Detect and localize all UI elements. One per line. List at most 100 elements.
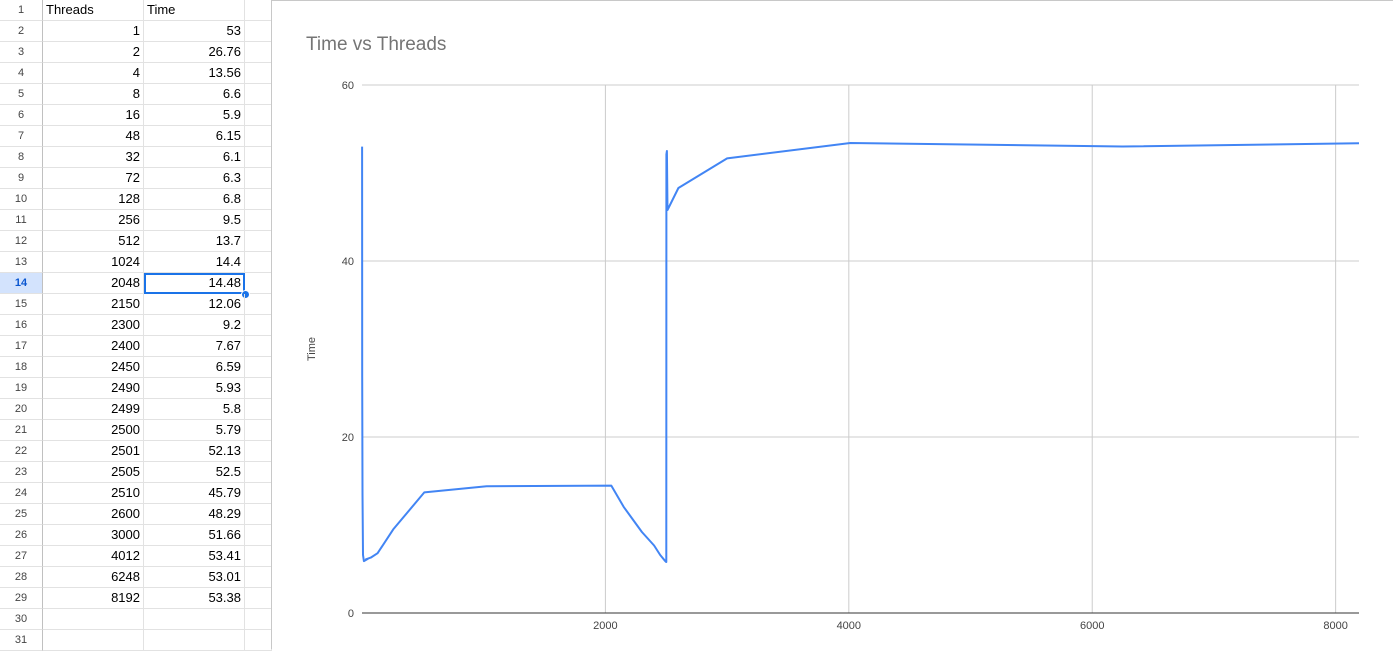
cell-empty[interactable]: [245, 420, 272, 441]
cell-empty[interactable]: [245, 504, 272, 525]
cell-time[interactable]: 6.8: [144, 189, 245, 210]
cell-threads[interactable]: 2505: [43, 462, 144, 483]
column-header-threads[interactable]: Threads: [43, 0, 144, 21]
column-header-time[interactable]: Time: [144, 0, 245, 21]
row-number[interactable]: 8: [0, 147, 43, 168]
row-number[interactable]: 17: [0, 336, 43, 357]
cell-empty[interactable]: [245, 147, 272, 168]
row-number[interactable]: 23: [0, 462, 43, 483]
row-number[interactable]: 2: [0, 21, 43, 42]
row-number[interactable]: 29: [0, 588, 43, 609]
row-number[interactable]: 7: [0, 126, 43, 147]
row-number[interactable]: 6: [0, 105, 43, 126]
row-number[interactable]: 22: [0, 441, 43, 462]
cell-empty[interactable]: [245, 294, 272, 315]
cell-empty[interactable]: [245, 567, 272, 588]
cell-time[interactable]: 53.01: [144, 567, 245, 588]
cell-empty[interactable]: [245, 546, 272, 567]
row-number[interactable]: 3: [0, 42, 43, 63]
row-number[interactable]: 12: [0, 231, 43, 252]
cell-time[interactable]: [144, 630, 245, 651]
cell-time[interactable]: 53.38: [144, 588, 245, 609]
row-number[interactable]: 14: [0, 273, 43, 294]
cell-threads[interactable]: 128: [43, 189, 144, 210]
cell-empty[interactable]: [245, 210, 272, 231]
cell-time[interactable]: 48.29: [144, 504, 245, 525]
row-number[interactable]: 25: [0, 504, 43, 525]
cell-time[interactable]: 6.59: [144, 357, 245, 378]
cell-time[interactable]: 51.66: [144, 525, 245, 546]
cell-empty[interactable]: [245, 105, 272, 126]
cell-time[interactable]: 13.7: [144, 231, 245, 252]
row-number[interactable]: 11: [0, 210, 43, 231]
cell-threads[interactable]: 2400: [43, 336, 144, 357]
cell-threads[interactable]: 2048: [43, 273, 144, 294]
cell-time[interactable]: 53: [144, 21, 245, 42]
cell-threads[interactable]: 2300: [43, 315, 144, 336]
cell-time[interactable]: 7.67: [144, 336, 245, 357]
cell-threads[interactable]: 1024: [43, 252, 144, 273]
cell-threads[interactable]: 512: [43, 231, 144, 252]
row-number[interactable]: 18: [0, 357, 43, 378]
cell-empty[interactable]: [245, 21, 272, 42]
cell-time[interactable]: 5.8: [144, 399, 245, 420]
cell-empty[interactable]: [245, 336, 272, 357]
cell-threads[interactable]: 8: [43, 84, 144, 105]
chart-area[interactable]: Time vs Threads 0 20 40 60 2000 4000 6000 8000 T…: [271, 0, 1393, 649]
cell-threads[interactable]: 2150: [43, 294, 144, 315]
cell-threads[interactable]: 2510: [43, 483, 144, 504]
cell-threads[interactable]: 3000: [43, 525, 144, 546]
cell-empty[interactable]: [245, 126, 272, 147]
row-number[interactable]: 24: [0, 483, 43, 504]
row-number[interactable]: 27: [0, 546, 43, 567]
cell-threads[interactable]: 2499: [43, 399, 144, 420]
cell-empty[interactable]: [245, 357, 272, 378]
cell-time[interactable]: 6.1: [144, 147, 245, 168]
row-number[interactable]: 21: [0, 420, 43, 441]
cell-threads[interactable]: 1: [43, 21, 144, 42]
cell-threads[interactable]: 2: [43, 42, 144, 63]
cell-time[interactable]: 53.41: [144, 546, 245, 567]
cell-empty[interactable]: [245, 441, 272, 462]
cell-empty[interactable]: [245, 63, 272, 84]
cell-empty[interactable]: [245, 84, 272, 105]
cell-time[interactable]: [144, 609, 245, 630]
row-number[interactable]: 13: [0, 252, 43, 273]
cell-threads[interactable]: 2500: [43, 420, 144, 441]
selected-cell[interactable]: 14.48: [144, 273, 245, 294]
cell-threads[interactable]: 2490: [43, 378, 144, 399]
row-number[interactable]: 31: [0, 630, 43, 651]
cell-time[interactable]: 52.5: [144, 462, 245, 483]
cell-time[interactable]: 52.13: [144, 441, 245, 462]
cell-threads[interactable]: [43, 630, 144, 651]
row-number[interactable]: 19: [0, 378, 43, 399]
cell-empty[interactable]: [245, 252, 272, 273]
cell-threads[interactable]: 32: [43, 147, 144, 168]
cell-empty[interactable]: [245, 168, 272, 189]
row-number[interactable]: 28: [0, 567, 43, 588]
cell-empty[interactable]: [245, 462, 272, 483]
cell-empty[interactable]: [245, 42, 272, 63]
cell-time[interactable]: 12.06: [144, 294, 245, 315]
row-number[interactable]: 15: [0, 294, 43, 315]
cell-time[interactable]: 5.79: [144, 420, 245, 441]
cell-time[interactable]: 9.5: [144, 210, 245, 231]
row-number[interactable]: 16: [0, 315, 43, 336]
cell-threads[interactable]: [43, 609, 144, 630]
cell-empty[interactable]: [245, 630, 272, 651]
fill-handle[interactable]: [241, 290, 250, 299]
cell-threads[interactable]: 8192: [43, 588, 144, 609]
row-number[interactable]: 20: [0, 399, 43, 420]
cell-time[interactable]: 9.2: [144, 315, 245, 336]
cell-empty[interactable]: [245, 588, 272, 609]
row-number[interactable]: 1: [0, 0, 43, 21]
cell-empty[interactable]: [245, 189, 272, 210]
cell-empty[interactable]: [245, 483, 272, 504]
cell-threads[interactable]: 256: [43, 210, 144, 231]
cell-empty[interactable]: [245, 0, 272, 21]
cell-empty[interactable]: [245, 609, 272, 630]
cell-time[interactable]: 6.15: [144, 126, 245, 147]
row-number[interactable]: 10: [0, 189, 43, 210]
row-number[interactable]: 9: [0, 168, 43, 189]
cell-threads[interactable]: 2501: [43, 441, 144, 462]
